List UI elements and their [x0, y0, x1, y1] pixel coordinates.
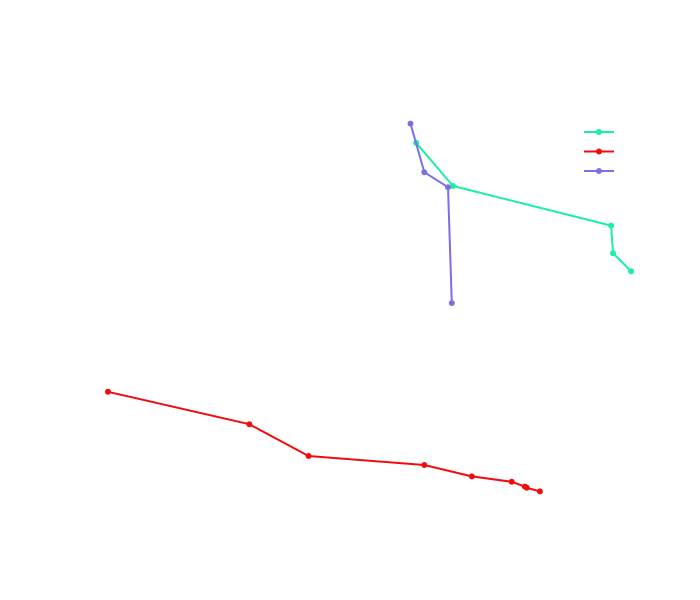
series-0-point-1 [450, 183, 456, 189]
series-0 [413, 139, 635, 275]
series-2-point-3 [448, 300, 455, 306]
series-1-point-3 [421, 462, 428, 468]
series-2-point-1 [421, 169, 428, 176]
series-0-point-4 [628, 268, 635, 275]
series-1-point-8 [536, 488, 543, 495]
series-2 [407, 120, 455, 306]
series-0-point-2 [608, 222, 615, 229]
series-2-point-2 [445, 184, 451, 191]
legend-entry-0-marker [596, 129, 602, 135]
series-1 [105, 388, 543, 495]
series-1-point-0 [105, 388, 111, 395]
legend-entry-1-marker [596, 148, 602, 155]
series-1-line [107, 390, 541, 493]
series-0-point-3 [610, 250, 616, 257]
series-1-point-5 [508, 478, 515, 485]
series-2-line [409, 123, 453, 304]
series-1-point-2 [305, 453, 312, 459]
series-1-point-7 [523, 484, 530, 491]
series-1-point-4 [468, 473, 475, 480]
series-layer [105, 120, 635, 495]
series-2-point-0 [407, 120, 414, 127]
series-1-point-1 [246, 421, 253, 428]
legend-entry-2-marker [596, 168, 602, 174]
legend [584, 129, 614, 174]
